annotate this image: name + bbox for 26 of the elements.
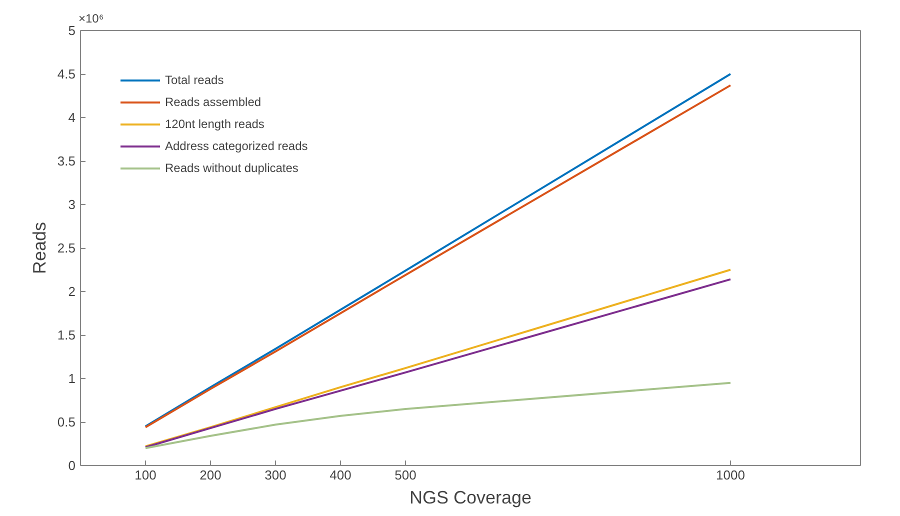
legend-label: Reads assembled: [165, 95, 262, 109]
y-tick-label: 4.5: [57, 66, 76, 82]
x-axis-title: NGS Coverage: [409, 488, 532, 508]
x-tick-label: 100: [134, 468, 156, 482]
y-tick-label: 1.5: [57, 328, 76, 342]
y-tick-label: 5: [68, 23, 76, 38]
line-series: [144, 382, 732, 450]
y-tick-label: 2.5: [57, 240, 76, 256]
x-tick-label: 200: [200, 468, 222, 482]
legend-label: Reads without duplicates: [165, 161, 298, 175]
legend-label: Total reads: [165, 73, 224, 87]
x-tick-label: 300: [264, 468, 286, 482]
y-tick-label: 1: [68, 371, 76, 386]
x-tick-label: 1000: [716, 468, 745, 482]
y-tick-label: 4: [68, 110, 76, 125]
legend-label: Address categorized reads: [165, 139, 308, 153]
y-tick-label: 0.5: [57, 414, 76, 430]
y-axis-title: Reads: [29, 222, 50, 274]
text: ×10⁶: [78, 12, 104, 26]
x-tick-label: 400: [330, 468, 352, 482]
y-tick-label: 0: [68, 458, 76, 473]
x-tick-label: 500: [394, 468, 416, 482]
y-tick-label: 3.5: [57, 154, 76, 168]
y-tick-label: 3: [68, 197, 76, 212]
legend-label: 120nt length reads: [165, 117, 264, 131]
y-tick-label: 2: [68, 284, 76, 299]
